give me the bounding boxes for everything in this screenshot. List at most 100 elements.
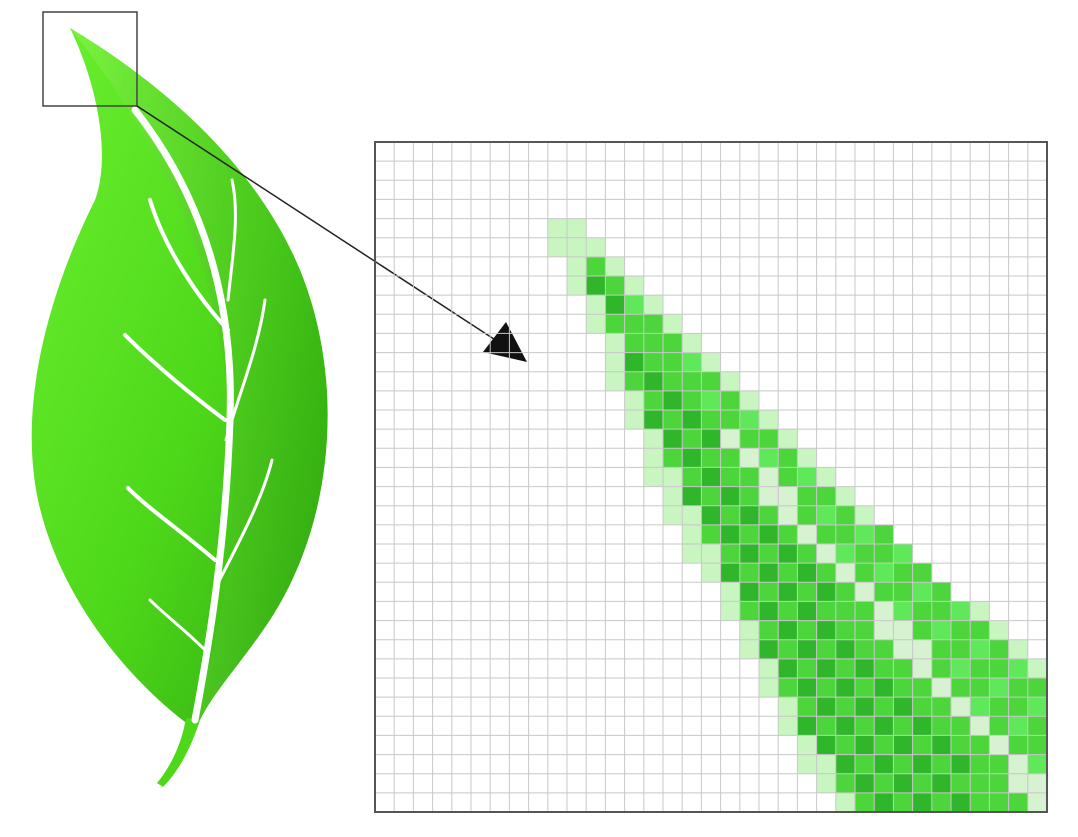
pixel-cell: [912, 658, 932, 678]
pixel-cell: [759, 601, 779, 621]
pixel-cell: [701, 390, 721, 410]
pixel-cell: [835, 658, 855, 678]
pixel-cell: [643, 448, 663, 468]
pixel-cell: [893, 735, 913, 755]
pixel-cell: [797, 620, 817, 640]
pixel-cell: [720, 390, 740, 410]
pixel-cell: [624, 410, 644, 430]
pixel-cell: [778, 524, 798, 544]
pixel-cell: [1008, 754, 1028, 774]
pixel-cell: [874, 524, 894, 544]
pixel-cell: [893, 601, 913, 621]
pixel-cell: [989, 639, 1009, 659]
pixel-cell: [759, 658, 779, 678]
pixel-cell: [682, 371, 702, 391]
pixel-cell: [720, 410, 740, 430]
pixel-cell: [931, 601, 951, 621]
pixel-cell: [893, 716, 913, 736]
pixel-cell: [816, 467, 836, 487]
pixel-cell: [855, 639, 875, 659]
pixel-cell: [835, 563, 855, 583]
pixel-cell: [989, 658, 1009, 678]
pixel-cell: [855, 582, 875, 602]
pixel-cell: [567, 237, 587, 257]
pixel-cell: [720, 544, 740, 564]
pixel-cell: [816, 524, 836, 544]
pixel-cell: [759, 505, 779, 525]
pixel-cell: [605, 314, 625, 334]
pixel-cell: [682, 467, 702, 487]
pixel-cell: [778, 467, 798, 487]
pixel-cell: [816, 563, 836, 583]
pixel-cell: [739, 410, 759, 430]
pixel-cell: [739, 467, 759, 487]
pixel-cell: [682, 333, 702, 353]
pixel-cell: [816, 486, 836, 506]
pixel-cell: [605, 371, 625, 391]
pixel-cell: [855, 505, 875, 525]
pixel-cell: [970, 601, 990, 621]
pixel-cell: [797, 716, 817, 736]
pixel-cell: [682, 410, 702, 430]
pixel-cell: [778, 563, 798, 583]
pixel-cell: [912, 582, 932, 602]
pixel-cell: [701, 371, 721, 391]
pixel-cell: [1027, 697, 1047, 717]
pixel-cell: [835, 792, 855, 812]
pixel-cell: [874, 716, 894, 736]
pixel-cell: [816, 773, 836, 793]
pixel-cell: [701, 486, 721, 506]
pixel-cell: [682, 390, 702, 410]
pixel-cell: [970, 792, 990, 812]
pixel-cell: [1027, 716, 1047, 736]
pixel-cell: [835, 754, 855, 774]
pixel-cell: [797, 563, 817, 583]
pixel-cell: [663, 410, 683, 430]
pixel-cell: [778, 486, 798, 506]
pixel-cell: [874, 544, 894, 564]
pixel-cell: [797, 639, 817, 659]
pixel-cell: [835, 582, 855, 602]
arrow-icon: [136, 105, 527, 362]
pixel-cell: [855, 601, 875, 621]
pixel-cell: [951, 716, 971, 736]
pixel-cell: [912, 620, 932, 640]
pixel-cell: [739, 429, 759, 449]
pixel-cell: [855, 792, 875, 812]
pixel-cell: [797, 658, 817, 678]
pixel-cell: [720, 524, 740, 544]
pixel-cell: [739, 524, 759, 544]
pixel-cell: [643, 333, 663, 353]
pixel-cell: [855, 735, 875, 755]
pixel-cell: [951, 697, 971, 717]
pixel-cell: [797, 486, 817, 506]
pixel-cell: [893, 754, 913, 774]
pixel-cell: [778, 658, 798, 678]
pixel-cell: [855, 658, 875, 678]
pixel-cell: [970, 716, 990, 736]
pixel-cell: [643, 295, 663, 315]
pixel-cell: [778, 448, 798, 468]
pixel-cell: [586, 256, 606, 276]
pixel-cell: [835, 486, 855, 506]
pixel-cell: [816, 582, 836, 602]
pixel-cell: [701, 505, 721, 525]
pixel-cell: [874, 678, 894, 698]
pixel-cell: [835, 639, 855, 659]
pixel-cell: [759, 429, 779, 449]
leaf-veins: [123, 106, 274, 724]
pixel-cell: [778, 544, 798, 564]
pixel-cell: [951, 601, 971, 621]
pixel-cell: [951, 735, 971, 755]
pixel-cell: [951, 792, 971, 812]
pixel-cell: [893, 563, 913, 583]
pixel-cell: [855, 544, 875, 564]
pixel-cell: [739, 505, 759, 525]
pixel-cell: [835, 678, 855, 698]
pixel-cell: [1027, 792, 1047, 812]
pixel-cell: [970, 620, 990, 640]
pixel-cell: [816, 716, 836, 736]
pixel-cell: [893, 697, 913, 717]
pixel-cell: [663, 486, 683, 506]
